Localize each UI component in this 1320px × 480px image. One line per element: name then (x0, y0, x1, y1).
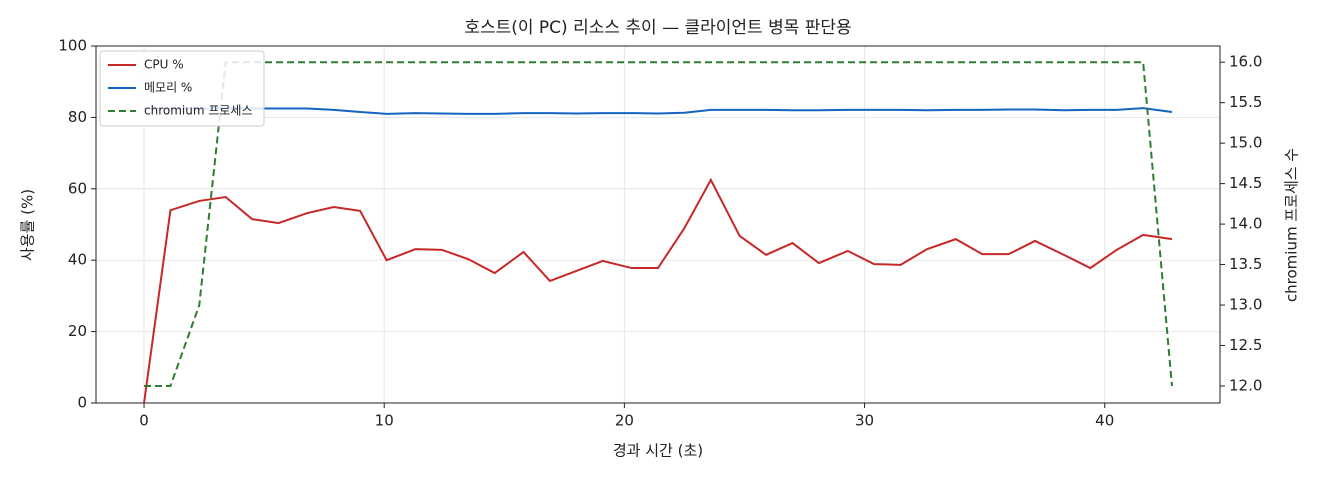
y2-tick-label: 15.0 (1229, 134, 1262, 152)
y2-tick-label: 12.0 (1229, 377, 1262, 395)
x-tick-label: 10 (375, 412, 394, 430)
x-tick-label: 40 (1095, 412, 1114, 430)
y-tick-label: 60 (68, 179, 87, 197)
y-tick-label: 100 (58, 37, 87, 55)
series-line (144, 61, 1173, 387)
legend-label: chromium 프로세스 (144, 104, 253, 118)
y-tick-label: 80 (68, 108, 87, 126)
y-tick-label: 40 (68, 251, 87, 269)
y-axis-label: 사용률 (%) (19, 189, 37, 261)
series-line (144, 107, 1173, 115)
legend-label: 메모리 % (144, 81, 192, 95)
x-tick-label: 0 (139, 412, 149, 430)
y2-tick-label: 14.0 (1229, 215, 1262, 233)
x-axis-label: 경과 시간 (초) (613, 442, 703, 460)
y-tick-label: 20 (68, 322, 87, 340)
y2-tick-label: 13.0 (1229, 296, 1262, 314)
y2-tick-label: 12.5 (1229, 336, 1262, 354)
legend-label: CPU % (144, 58, 184, 72)
x-tick-label: 30 (855, 412, 874, 430)
y2-tick-label: 14.5 (1229, 174, 1262, 192)
plot-frame (95, 45, 1221, 404)
y2-axis-label: chromium 프로세스 수 (1283, 148, 1301, 302)
y-tick-label: 0 (77, 394, 87, 412)
legend-box (99, 50, 265, 127)
y2-tick-label: 13.5 (1229, 255, 1262, 273)
x-tick-label: 20 (615, 412, 634, 430)
y2-tick-label: 16.0 (1229, 53, 1262, 71)
y2-tick-label: 15.5 (1229, 93, 1262, 111)
chart-title: 호스트(이 PC) 리소스 추이 — 클라이언트 병목 판단용 (464, 18, 851, 38)
series-line (143, 177, 1173, 404)
